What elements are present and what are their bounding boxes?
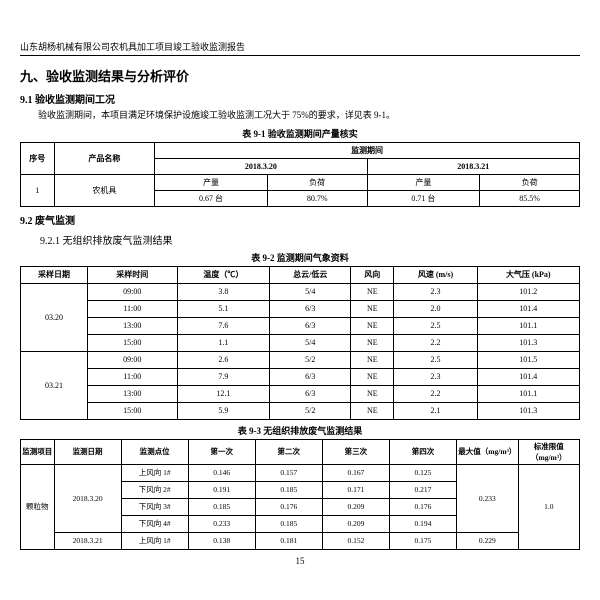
table-9-1: 序号 产品名称 监测期间 2018.3.20 2018.3.21 1 农机具 产… [20,142,580,207]
section-title: 九、验收监测结果与分析评价 [20,66,580,85]
table-9-1-caption: 表 9-1 验收监测期间产量核实 [20,127,580,140]
document-header: 山东胡杨机械有限公司农机具加工项目竣工验收监测报告 [20,40,580,56]
body-9-1: 验收监测期间，本项目满足环境保护设施竣工验收监测工况大于 75%的要求，详见表 … [20,109,580,123]
subsection-9-2-1: 9.2.1 无组织排放废气监测结果 [20,232,580,247]
subsection-9-1: 9.1 验收监测期间工况 [20,91,580,106]
table-9-2-caption: 表 9-2 监测期间气象资料 [20,251,580,264]
table-9-3: 监测项目监测日期 监测点位第一次 第二次第三次第四次 最大值（mg/m³）标准限… [20,439,580,550]
table-9-3-caption: 表 9-3 无组织排放废气监测结果 [20,424,580,437]
table-9-2: 采样日期采样时间 温度（℃）总云/低云 风向风速 (m/s)大气压 (kPa) … [20,266,580,420]
page-number: 15 [20,556,580,566]
subsection-9-2: 9.2 废气监测 [20,212,580,227]
